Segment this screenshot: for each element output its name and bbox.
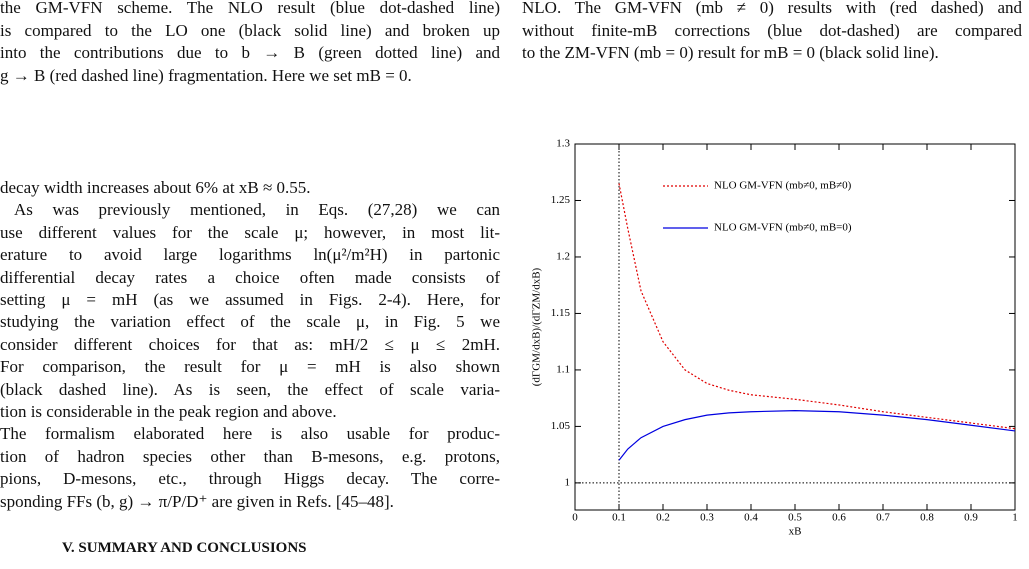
text-line: sponding FFs (b, g) → π/P/D⁺ are given i… xyxy=(0,491,394,511)
text-line: NLO. The GM-VFN (mb ≠ 0) results with (r… xyxy=(522,0,1022,17)
y-tick-label: 1.1 xyxy=(556,363,570,375)
text-line: differential decay rates a choice often … xyxy=(0,267,500,287)
y-tick-label: 1.3 xyxy=(556,138,570,150)
x-tick-label: 0 xyxy=(572,512,578,524)
y-tick-label: 1.2 xyxy=(556,250,570,262)
y-tick-label: 1 xyxy=(565,476,571,488)
x-tick-label: 1 xyxy=(1012,512,1018,524)
text-line: tion is considerable in the peak region … xyxy=(0,402,337,421)
text-line: The formalism elaborated here is also us… xyxy=(0,424,500,444)
section-heading: V. SUMMARY AND CONCLUSIONS xyxy=(62,540,307,556)
y-axis-label: (dΓGM/dxB)/(dΓZM/dxB) xyxy=(531,267,543,386)
text-line: without finite-mB corrections (blue dot-… xyxy=(522,20,1022,40)
text-line: use different values for the scale μ; ho… xyxy=(0,222,500,242)
x-tick-label: 0.3 xyxy=(700,512,714,524)
text-line: For comparison, the result for μ = mH is… xyxy=(0,357,500,377)
text-line: studying the variation effect of the sca… xyxy=(0,312,500,332)
legend-label: NLO GM-VFN (mb≠0, mB≠0) xyxy=(714,180,852,192)
text-line: consider different choices for that as: … xyxy=(0,334,500,354)
text-line: (black dashed line). As is seen, the eff… xyxy=(0,379,500,399)
text-line: is compared to the LO one (black solid l… xyxy=(0,20,500,40)
text-line: As was previously mentioned, in Eqs. (27… xyxy=(14,200,500,220)
x-tick-label: 0.5 xyxy=(788,512,802,524)
text-line: to the ZM-VFN (mb = 0) result for mB = 0… xyxy=(522,43,939,62)
x-tick-label: 0.9 xyxy=(964,512,978,524)
text-line: the GM-VFN scheme. The NLO result (blue … xyxy=(0,0,500,17)
text-line: pions, D-mesons, etc., through Higgs dec… xyxy=(0,469,500,489)
x-tick-label: 0.4 xyxy=(744,512,758,524)
x-tick-label: 0.8 xyxy=(920,512,934,524)
text-line: g → B (red dashed line) fragmentation. H… xyxy=(0,65,412,85)
text-line: into the contributions due to b → B (gre… xyxy=(0,43,500,62)
legend-label: NLO GM-VFN (mb≠0, mB=0) xyxy=(714,222,852,234)
x-tick-label: 0.7 xyxy=(876,512,890,524)
y-tick-label: 1.15 xyxy=(551,307,571,319)
x-tick-label: 0.2 xyxy=(656,512,670,524)
series-line xyxy=(618,183,1016,430)
text-line: erature to avoid large logarithms ln(μ²/… xyxy=(0,245,500,265)
text-line: decay width increases about 6% at xB ≈ 0… xyxy=(0,178,311,197)
x-axis-label: xB xyxy=(789,526,802,538)
y-tick-label: 1.25 xyxy=(551,194,571,206)
series-line xyxy=(618,409,1016,461)
x-tick-label: 0.1 xyxy=(612,512,626,524)
text-line: tion of hadron species other than B-meso… xyxy=(0,446,500,466)
plot-frame xyxy=(574,143,1016,511)
x-tick-label: 0.6 xyxy=(832,512,846,524)
y-tick-label: 1.05 xyxy=(551,420,571,432)
text-line: setting μ = mH (as we assumed in Figs. 2… xyxy=(0,290,500,309)
